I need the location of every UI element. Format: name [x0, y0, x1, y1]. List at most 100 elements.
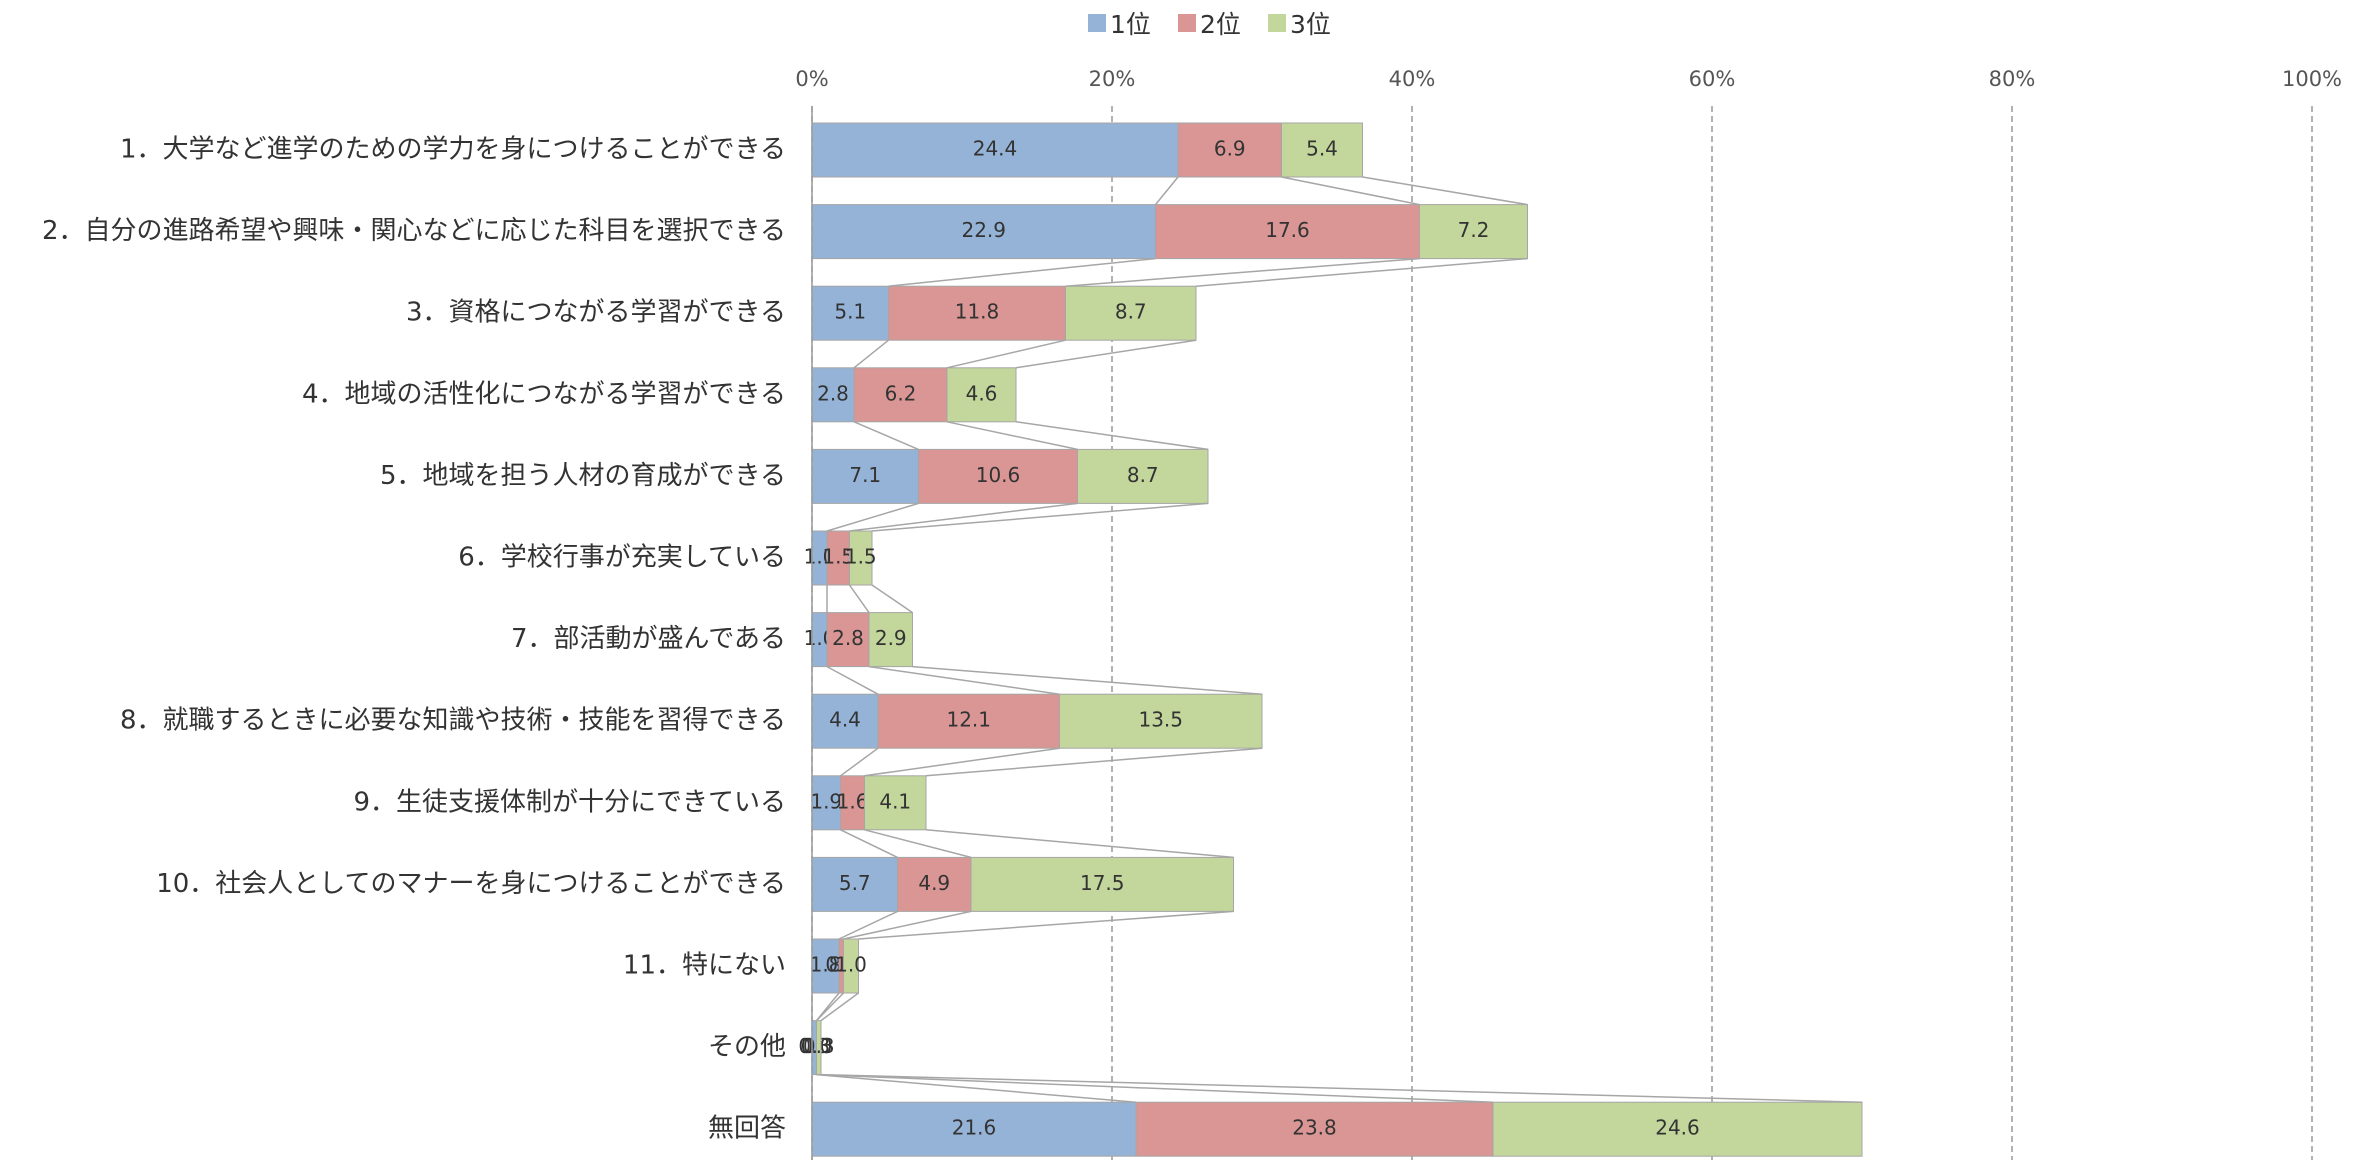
series-line — [826, 502, 919, 532]
bar-segment — [811, 693, 879, 749]
x-tick-label: 40% — [1389, 67, 1436, 91]
series-line — [826, 665, 879, 695]
legend-swatch — [1178, 14, 1196, 32]
value-label: 8.7 — [1127, 463, 1159, 487]
legend-label: 2位 — [1200, 10, 1241, 39]
bar-segment — [826, 612, 870, 668]
bar-segment — [946, 367, 1017, 423]
value-label: 5.1 — [834, 300, 866, 324]
series-line — [1154, 176, 1179, 206]
bar-segment — [811, 367, 855, 423]
value-label: 21.6 — [952, 1116, 997, 1140]
series-line — [925, 829, 1234, 859]
value-label: 0.3 — [798, 1034, 830, 1058]
bar-segment — [888, 285, 1066, 341]
category-label: 11．特にない — [623, 951, 786, 981]
series-line — [1195, 257, 1528, 287]
series-line — [1015, 339, 1197, 369]
bar-segment — [1419, 204, 1528, 260]
value-label: 2.9 — [875, 626, 907, 650]
series-line — [840, 747, 879, 777]
series-line — [1362, 176, 1528, 206]
category-label: 1．大学など進学のための学力を身につけることができる — [120, 135, 786, 165]
series-line — [840, 829, 898, 859]
value-label: 1.6 — [837, 789, 869, 813]
value-label: 13.5 — [1138, 708, 1183, 732]
x-tick-label: 80% — [1989, 67, 2036, 91]
value-label: 8.7 — [1115, 300, 1147, 324]
bar-segment — [897, 856, 972, 912]
category-label: 4．地域の活性化につながる学習ができる — [302, 379, 786, 409]
series-line — [871, 584, 913, 614]
value-label: 4.1 — [879, 789, 911, 813]
value-label: 17.5 — [1080, 871, 1125, 895]
series-line — [1065, 257, 1420, 287]
series-line — [858, 910, 1234, 940]
value-label: 4.6 — [966, 381, 998, 405]
series-line — [946, 339, 1066, 369]
series-line — [815, 992, 845, 1022]
category-label: 無回答 — [708, 1114, 786, 1144]
bar-segment — [811, 285, 889, 341]
category-label: その他 — [708, 1032, 786, 1062]
value-label: 22.9 — [961, 218, 1006, 242]
value-label: 23.8 — [1292, 1116, 1337, 1140]
series-line — [838, 910, 898, 940]
value-label: 11.8 — [955, 300, 1000, 324]
x-tick-label: 100% — [2282, 67, 2342, 91]
value-label: 5.4 — [1306, 137, 1338, 161]
bar-segment — [843, 938, 859, 994]
series-line — [816, 1073, 1137, 1103]
series-line — [843, 910, 972, 940]
series-line — [925, 747, 1263, 777]
category-label: 7．部活動が盛んである — [511, 624, 786, 654]
series-line — [888, 257, 1156, 287]
bar-segment — [853, 367, 948, 423]
value-label: 7.2 — [1458, 218, 1490, 242]
x-tick-label: 60% — [1689, 67, 1736, 91]
series-line — [820, 1073, 1863, 1103]
x-tick-label: 20% — [1089, 67, 1136, 91]
bar-segment — [864, 775, 927, 831]
bar-segment — [868, 612, 913, 668]
bar-segment — [970, 856, 1234, 912]
value-label: 5.7 — [839, 871, 871, 895]
category-label: 5．地域を担う人材の育成ができる — [380, 461, 786, 491]
value-label: 0.3 — [803, 1034, 835, 1058]
value-label: 6.2 — [885, 381, 917, 405]
series-line — [1281, 176, 1420, 206]
value-label: 2.8 — [832, 626, 864, 650]
bar-segment — [811, 1101, 1137, 1157]
bar-segment — [849, 530, 873, 586]
series-line — [868, 665, 1060, 695]
legend-swatch — [1268, 14, 1286, 32]
value-label: 17.6 — [1265, 218, 1310, 242]
value-label: 1.0 — [835, 953, 867, 977]
bar-segment — [1065, 285, 1197, 341]
legend-label: 3位 — [1290, 10, 1331, 39]
value-label: 24.6 — [1655, 1116, 1700, 1140]
series-line — [849, 502, 1078, 532]
value-label: 1.5 — [822, 545, 854, 569]
category-label: 6．学校行事が充実している — [458, 543, 786, 573]
bar-segment — [840, 775, 865, 831]
series-line — [848, 584, 870, 614]
series-line — [816, 1073, 1494, 1103]
bar-segment — [1077, 448, 1209, 504]
series-line — [946, 421, 1078, 451]
value-label: 1.8 — [810, 953, 842, 977]
value-label: 4.9 — [918, 871, 950, 895]
value-label: 6.9 — [1214, 137, 1246, 161]
value-label: 12.1 — [946, 708, 991, 732]
value-label: 10.6 — [976, 463, 1021, 487]
value-label: 2.8 — [817, 381, 849, 405]
series-line — [853, 421, 919, 451]
value-label: 1.5 — [845, 545, 877, 569]
value-label: 24.4 — [973, 137, 1018, 161]
bar-segment — [811, 775, 841, 831]
series-line — [912, 665, 1263, 695]
series-line — [1015, 421, 1209, 451]
series-line — [871, 502, 1209, 532]
bar-segment — [1281, 122, 1363, 178]
